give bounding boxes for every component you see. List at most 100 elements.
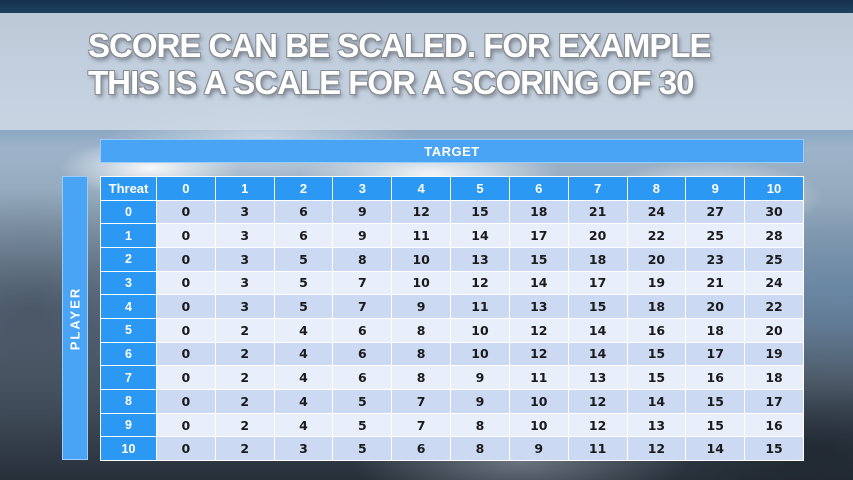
player-header-bar: PLAYER [62,176,88,460]
column-header-10: 10 [745,176,804,201]
score-cell: 8 [333,247,393,272]
score-cell: 21 [568,200,628,225]
column-header-9: 9 [686,176,746,201]
score-cell: 11 [451,295,510,319]
table-row: 2 0 3 5 8 10 13 15 18 20 23 25 [100,247,804,272]
score-cell: 19 [627,271,687,296]
score-cell: 7 [333,295,393,319]
score-cell: 19 [745,342,804,367]
score-cell: 14 [568,318,628,343]
column-header-7: 7 [568,176,628,201]
score-cell: 6 [333,342,393,367]
score-cell: 14 [686,437,746,462]
score-cell: 6 [392,437,452,462]
score-cell: 10 [392,247,452,272]
column-header-6: 6 [509,176,569,201]
score-cell: 5 [274,247,334,272]
title-band: SCORE CAN BE SCALED. FOR EXAMPLE THIS IS… [0,13,853,130]
score-cell: 11 [568,437,628,462]
score-cell: 6 [333,318,393,343]
row-header-8: 8 [100,390,157,414]
title-line-1: SCORE CAN BE SCALED. FOR EXAMPLE [88,27,712,64]
score-cell: 12 [392,200,452,225]
score-matrix-table: Threat 0 1 2 3 4 5 6 7 8 9 10 0 0 3 6 9 12 15 18 21 24 27 30 1 0 3… [100,176,804,462]
score-cell: 8 [392,366,452,390]
score-cell: 0 [157,366,216,390]
score-cell: 6 [274,200,334,225]
row-header-5: 5 [100,318,157,343]
score-cell: 21 [686,271,746,296]
score-cell: 2 [215,390,275,414]
score-cell: 0 [157,224,216,248]
table-row: 9 0 2 4 5 7 8 10 12 13 15 16 [100,413,804,438]
score-cell: 7 [333,271,393,296]
score-cell: 3 [215,271,275,296]
score-cell: 3 [215,247,275,272]
score-cell: 17 [568,271,628,296]
score-cell: 2 [215,342,275,367]
score-cell: 13 [451,247,510,272]
score-cell: 5 [274,295,334,319]
score-cell: 18 [509,200,569,225]
column-header-3: 3 [333,176,393,201]
score-cell: 11 [509,366,569,390]
score-cell: 13 [509,295,569,319]
table-row: 4 0 3 5 7 9 11 13 15 18 20 22 [100,295,804,319]
score-cell: 3 [274,437,334,462]
score-cell: 15 [509,247,569,272]
score-cell: 16 [686,366,746,390]
table-row: 8 0 2 4 5 7 9 10 12 14 15 17 [100,390,804,414]
table-row: 7 0 2 4 6 8 9 11 13 15 16 18 [100,366,804,390]
score-cell: 15 [686,413,746,438]
table-row: 3 0 3 5 7 10 12 14 17 19 21 24 [100,271,804,296]
score-cell: 28 [745,224,804,248]
row-header-4: 4 [100,295,157,319]
score-cell: 2 [215,437,275,462]
column-header-5: 5 [451,176,510,201]
score-cell: 0 [157,247,216,272]
score-cell: 22 [627,224,687,248]
header-row: Threat 0 1 2 3 4 5 6 7 8 9 10 [100,176,804,201]
score-cell: 11 [392,224,452,248]
score-cell: 16 [745,413,804,438]
score-cell: 25 [686,224,746,248]
title-line-2: THIS IS A SCALE FOR A SCORING OF 30 [88,64,695,101]
score-cell: 2 [215,413,275,438]
score-cell: 17 [745,390,804,414]
row-header-6: 6 [100,342,157,367]
score-cell: 14 [451,224,510,248]
table-row: 6 0 2 4 6 8 10 12 14 15 17 19 [100,342,804,367]
score-cell: 20 [627,247,687,272]
score-cell: 10 [509,413,569,438]
score-cell: 0 [157,318,216,343]
score-cell: 24 [745,271,804,296]
score-cell: 17 [509,224,569,248]
score-cell: 9 [333,200,393,225]
score-cell: 8 [392,318,452,343]
score-cell: 20 [745,318,804,343]
column-header-1: 1 [215,176,275,201]
score-cell: 4 [274,366,334,390]
table-row: 5 0 2 4 6 8 10 12 14 16 18 20 [100,318,804,343]
score-cell: 15 [451,200,510,225]
score-cell: 3 [215,200,275,225]
score-cell: 10 [509,390,569,414]
score-cell: 0 [157,413,216,438]
score-cell: 4 [274,318,334,343]
score-cell: 10 [451,318,510,343]
score-cell: 20 [568,224,628,248]
score-cell: 3 [215,224,275,248]
score-cell: 18 [745,366,804,390]
score-cell: 9 [392,295,452,319]
score-cell: 12 [451,271,510,296]
row-header-10: 10 [100,437,157,462]
score-cell: 12 [568,413,628,438]
score-cell: 9 [451,366,510,390]
row-header-1: 1 [100,224,157,248]
score-cell: 24 [627,200,687,225]
target-header-bar: TARGET [100,139,804,163]
score-cell: 8 [392,342,452,367]
score-cell: 25 [745,247,804,272]
score-cell: 5 [333,437,393,462]
